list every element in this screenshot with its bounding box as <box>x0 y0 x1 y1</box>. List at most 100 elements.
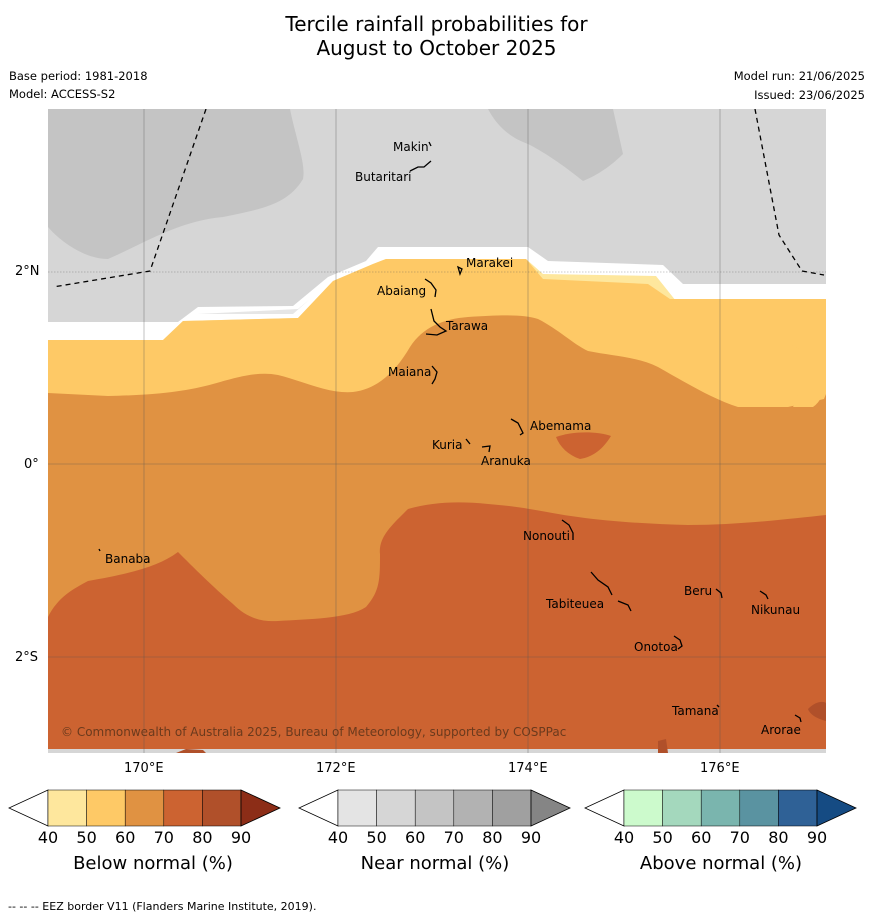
below-normal-colorbar-tick-label: 50 <box>76 828 97 847</box>
below-normal-colorbar-segment <box>86 789 126 827</box>
island-label-tamana: Tamana <box>671 704 719 718</box>
island-label-kuria: Kuria <box>432 438 463 452</box>
graticule <box>48 109 826 753</box>
island-label-aranuka: Aranuka <box>481 454 531 468</box>
tamana-island-outline <box>716 704 720 708</box>
lat-label-2s: 2°S <box>15 650 39 665</box>
above-normal-colorbar-over-triangle <box>816 789 857 827</box>
kuria-island-outline <box>465 438 471 445</box>
beru-island-outline <box>715 588 723 599</box>
model-run-date: Model run: 21/06/2025 <box>733 69 865 83</box>
issued-date: Issued: 23/06/2025 <box>754 88 865 102</box>
above-normal-colorbar-segment <box>700 789 741 827</box>
below-normal-colorbar-tick-label: 40 <box>37 828 59 847</box>
lon-label-172e: 172°E <box>316 761 356 776</box>
island-label-maiana: Maiana <box>388 365 431 379</box>
near-normal-colorbar-segment <box>337 789 377 827</box>
abemama-island-outline <box>510 418 524 436</box>
island-label-abemama: Abemama <box>530 419 591 433</box>
colorbar-title-near-normal: Near normal (%) <box>360 853 510 874</box>
below-normal-colorbar-tick-label: 80 <box>192 828 213 847</box>
below-normal-50-60-east-bulge <box>776 341 825 407</box>
island-label-butaritari: Butaritari <box>355 170 412 184</box>
base-period: Base period: 1981-2018 <box>9 69 148 83</box>
near-normal-colorbar-tick-label: 50 <box>366 828 387 847</box>
near-normal-colorbar-segment <box>453 789 493 827</box>
near-normal-light-sliver <box>198 299 310 314</box>
above-normal-colorbar-tick-label: 90 <box>806 828 828 847</box>
island-label-arorae: Arorae <box>761 723 801 737</box>
below-normal-colorbar-tick-label: 60 <box>115 828 136 847</box>
colorbar-legends <box>8 789 857 827</box>
island-label-banaba: Banaba <box>105 552 151 566</box>
island-label-onotoa: Onotoa <box>634 640 678 654</box>
below-normal-80-90-patch-southwest <box>176 749 206 753</box>
island-label-makin: Makin <box>393 140 429 154</box>
butaritari-island-outline <box>409 160 432 172</box>
near-normal-colorbar-tick-label: 60 <box>405 828 426 847</box>
colorbar-title-below-normal: Below normal (%) <box>73 853 233 874</box>
above-normal-colorbar-segment <box>739 789 779 827</box>
above-normal-colorbar-segment <box>778 789 818 827</box>
island-label-beru: Beru <box>684 584 712 598</box>
eez-border-footnote: -- -- -- EEZ border V11 (Flanders Marine… <box>8 900 317 913</box>
island-label-marakei: Marakei <box>466 256 513 270</box>
maiana-island-outline <box>431 365 438 385</box>
below-normal-colorbar-tick-label: 90 <box>230 828 252 847</box>
onotoa-island-outline <box>673 635 683 650</box>
lon-label-170e: 170°E <box>124 761 164 776</box>
model-name: Model: ACCESS-S2 <box>9 87 116 101</box>
below-normal-80-90-patch-southeast <box>808 701 826 721</box>
colorbar-title-above-normal: Above normal (%) <box>639 853 803 874</box>
copyright-notice: © Commonwealth of Australia 2025, Bureau… <box>61 725 566 739</box>
below-normal-80-90-patch-south <box>658 739 668 753</box>
above-normal-colorbar-tick-label: 80 <box>768 828 789 847</box>
island-label-nonouti: Nonouti <box>523 529 570 543</box>
island-label-tabiteuea: Tabiteuea <box>545 597 604 611</box>
makin-island-outline <box>428 141 432 147</box>
above-normal-colorbar-tick-label: 70 <box>729 828 750 847</box>
lat-label-2n: 2°N <box>15 264 40 279</box>
near-normal-colorbar-tick-label: 90 <box>520 828 542 847</box>
lon-label-174e: 174°E <box>508 761 548 776</box>
below-normal-colorbar-tick-label: 70 <box>153 828 174 847</box>
marakei-island-outline <box>456 265 463 277</box>
island-label-abaiang: Abaiang <box>377 284 426 298</box>
lat-label-0: 0° <box>24 457 39 472</box>
above-normal-colorbar-tick-label: 50 <box>652 828 673 847</box>
near-normal-dark-patch-west <box>48 109 304 259</box>
near-normal-colorbar-segment <box>376 789 416 827</box>
nikunau-island-outline <box>759 590 769 600</box>
near-normal-colorbar-tick-label: 40 <box>327 828 349 847</box>
map-title-line-2: August to October 2025 <box>316 36 557 60</box>
below-normal-colorbar-segment <box>163 789 203 827</box>
island-label-nikunau: Nikunau <box>751 603 800 617</box>
below-normal-colorbar-segment <box>202 789 242 827</box>
near-normal-dark-patch-north <box>488 109 623 181</box>
below-normal-70-80-patch-central <box>556 432 611 459</box>
below-normal-colorbar-segment <box>124 789 165 827</box>
above-normal-colorbar-tick-label: 60 <box>691 828 712 847</box>
near-normal-colorbar-tick-label: 80 <box>482 828 503 847</box>
near-normal-colorbar-tick-label: 70 <box>443 828 464 847</box>
arorae-island-outline <box>794 714 802 723</box>
banaba-island-outline <box>98 548 101 552</box>
island-outlines <box>98 141 802 723</box>
above-normal-colorbar-segment <box>623 789 663 827</box>
tarawa-island-outline <box>425 308 448 336</box>
below-normal-colorbar-segment <box>47 789 87 827</box>
above-normal-colorbar-tick-label: 40 <box>613 828 635 847</box>
below-normal-70-80-region <box>48 502 826 749</box>
map-title-line-1: Tercile rainfall probabilities for <box>285 12 588 36</box>
below-normal-colorbar-under-triangle <box>8 789 49 827</box>
near-normal-colorbar-over-triangle <box>530 789 571 827</box>
near-normal-colorbar-under-triangle <box>298 789 339 827</box>
nonouti-island-outline <box>561 519 574 540</box>
island-label-tarawa: Tarawa <box>445 319 488 333</box>
lon-label-176e: 176°E <box>700 761 740 776</box>
tabiteuea-island-outline <box>590 571 632 612</box>
eez-border <box>52 109 825 288</box>
above-normal-colorbar-under-triangle <box>584 789 625 827</box>
above-normal-colorbar-segment <box>662 789 702 827</box>
abaiang-island-outline <box>424 278 437 298</box>
